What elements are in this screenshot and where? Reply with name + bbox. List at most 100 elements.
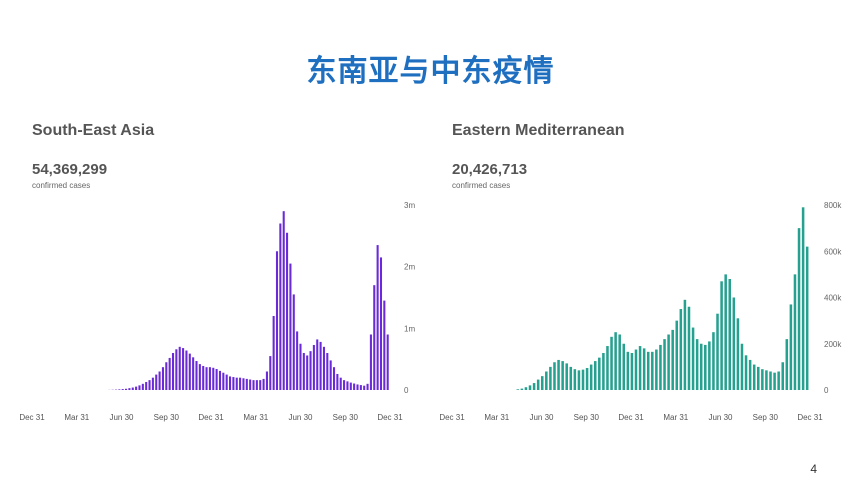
bar <box>296 331 299 390</box>
bar <box>245 378 248 390</box>
bar <box>232 377 235 390</box>
bar <box>602 353 605 390</box>
x-tick-label: Sep 30 <box>333 413 359 422</box>
bar <box>188 353 191 390</box>
bar <box>312 344 315 390</box>
bar <box>215 369 218 390</box>
bar <box>239 377 242 390</box>
bar <box>205 367 208 390</box>
bar <box>540 376 544 391</box>
bar <box>128 388 131 390</box>
bar <box>720 281 723 390</box>
bar <box>793 274 797 391</box>
bar <box>663 339 666 391</box>
chart-title: South-East Asia <box>32 122 155 139</box>
bar <box>614 332 617 390</box>
bar <box>610 336 613 390</box>
bar <box>748 359 752 390</box>
bar <box>349 382 352 390</box>
bar <box>712 332 715 390</box>
x-tick-label: Jun 30 <box>529 413 554 422</box>
bar <box>699 343 703 390</box>
bar <box>777 371 780 390</box>
bar <box>118 389 121 390</box>
y-tick-label: 800k <box>824 201 842 210</box>
x-tick-label: Dec 31 <box>618 413 644 422</box>
bar <box>598 357 601 391</box>
bar <box>528 385 532 391</box>
bar <box>671 329 674 391</box>
bar <box>171 353 175 390</box>
bar <box>346 381 349 390</box>
bar <box>638 346 642 390</box>
bar <box>785 339 789 391</box>
bar <box>386 334 389 390</box>
bar <box>148 380 151 390</box>
bar <box>728 279 732 390</box>
y-tick-label: 0 <box>404 386 409 395</box>
bar <box>322 346 325 390</box>
bar <box>269 356 272 390</box>
bar <box>121 389 124 390</box>
bar <box>740 343 744 390</box>
bar <box>573 369 577 390</box>
bar <box>222 372 225 390</box>
bar <box>524 387 528 390</box>
bar <box>359 385 362 390</box>
bar <box>151 377 154 390</box>
bar <box>161 367 164 390</box>
bar <box>797 228 801 391</box>
bar <box>265 371 268 390</box>
bar <box>606 346 609 390</box>
bar <box>336 373 339 390</box>
bar <box>302 353 305 390</box>
y-tick-label: 200k <box>824 340 842 349</box>
bar <box>259 380 262 390</box>
x-tick-label: Jun 30 <box>708 413 733 422</box>
bar <box>667 334 670 390</box>
bar <box>655 349 658 390</box>
slide-title: 东南亚与中东疫情 <box>306 54 555 89</box>
bar-chart: 0 200k 400k 600k 800k Dec 31 Mar 31 Jun 30 Sep 3… <box>439 201 842 422</box>
y-tick-label: 1m <box>404 324 415 333</box>
bar <box>634 349 638 390</box>
bar <box>252 380 255 390</box>
bar <box>805 246 809 391</box>
bar <box>536 379 540 390</box>
bar <box>272 316 275 390</box>
bar <box>145 381 148 390</box>
bar <box>249 379 252 390</box>
bar <box>198 364 201 390</box>
bar <box>329 360 332 390</box>
bar <box>789 304 793 390</box>
bar <box>516 389 520 390</box>
bar <box>626 351 630 390</box>
bar <box>724 274 727 391</box>
bar <box>752 364 756 390</box>
bar <box>577 370 581 390</box>
bar <box>704 344 707 390</box>
bar <box>549 366 552 391</box>
confirmed-cases-count: 20,426,713 <box>452 161 528 178</box>
bar <box>520 388 524 390</box>
bar <box>581 369 585 390</box>
bar <box>255 380 258 390</box>
bar <box>383 300 386 390</box>
bar <box>229 376 232 390</box>
bar <box>309 351 312 390</box>
bar-chart: 0 1m 2m 3m Dec 31 Mar 31 Jun 30 Sep 30 Dec 31 Mar… <box>19 201 415 422</box>
x-tick-label: Sep 30 <box>154 413 180 422</box>
page-number: 4 <box>810 462 817 476</box>
bar <box>235 377 238 390</box>
bar <box>651 351 654 390</box>
bar <box>761 369 764 390</box>
x-tick-label: Dec 31 <box>198 413 224 422</box>
bar <box>769 371 772 390</box>
chart-panel-eastern-mediterranean: Eastern Mediterranean 20,426,713 confirm… <box>439 115 850 435</box>
bar <box>376 245 379 390</box>
bar <box>589 364 593 390</box>
x-tick-label: Mar 31 <box>64 413 89 422</box>
bar <box>593 361 597 390</box>
bar <box>141 383 144 390</box>
bar <box>675 320 679 391</box>
